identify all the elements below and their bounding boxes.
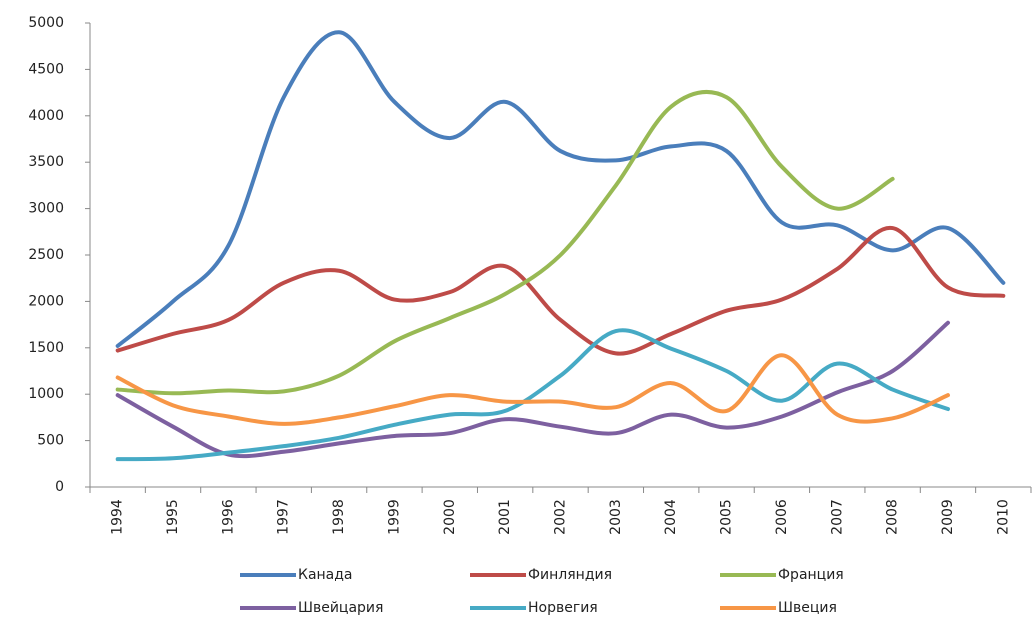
y-tick-label: 4500 [28, 61, 64, 77]
x-tick-label: 2009 [940, 499, 956, 535]
x-tick-label: 1998 [331, 499, 347, 535]
y-tick-label: 3000 [28, 201, 64, 217]
legend-label: Швейцария [298, 600, 383, 616]
x-tick-label: 2005 [719, 499, 735, 535]
series-line [115, 320, 950, 459]
series-line [115, 226, 1006, 356]
x-tick-label: 2001 [497, 499, 513, 535]
y-tick-label: 4000 [28, 108, 64, 124]
series-line [115, 353, 950, 426]
x-tick-label: 2007 [829, 499, 845, 535]
legend-label: Канада [298, 567, 353, 583]
series-line [115, 89, 895, 396]
x-tick-label: 2008 [885, 499, 901, 535]
y-tick-label: 1500 [28, 340, 64, 356]
x-tick-label: 2000 [442, 499, 458, 535]
y-tick-label: 0 [55, 479, 64, 495]
legend-label: Финляндия [528, 567, 612, 583]
x-tick-label: 2003 [608, 499, 624, 535]
x-tick-label: 2002 [553, 499, 569, 535]
x-tick-label: 1995 [165, 499, 181, 535]
y-tick-label: 500 [37, 433, 64, 449]
series-line [115, 30, 1006, 348]
x-tick-label: 1999 [386, 499, 402, 535]
legend-label: Швеция [778, 600, 837, 616]
y-tick-label: 1000 [28, 386, 64, 402]
y-tick-label: 2000 [28, 293, 64, 309]
y-tick-label: 2500 [28, 247, 64, 263]
legend-label: Норвегия [528, 600, 598, 616]
series-line [115, 328, 950, 462]
legend-label: Франция [778, 567, 844, 583]
x-tick-label: 1997 [276, 499, 292, 535]
x-tick-label: 1996 [220, 499, 236, 535]
x-tick-label: 2010 [995, 499, 1011, 535]
x-tick-label: 2004 [663, 499, 679, 535]
y-tick-label: 5000 [28, 15, 64, 31]
x-tick-label: 2006 [774, 499, 790, 535]
x-tick-label: 1994 [110, 499, 126, 535]
y-tick-label: 3500 [28, 154, 64, 170]
